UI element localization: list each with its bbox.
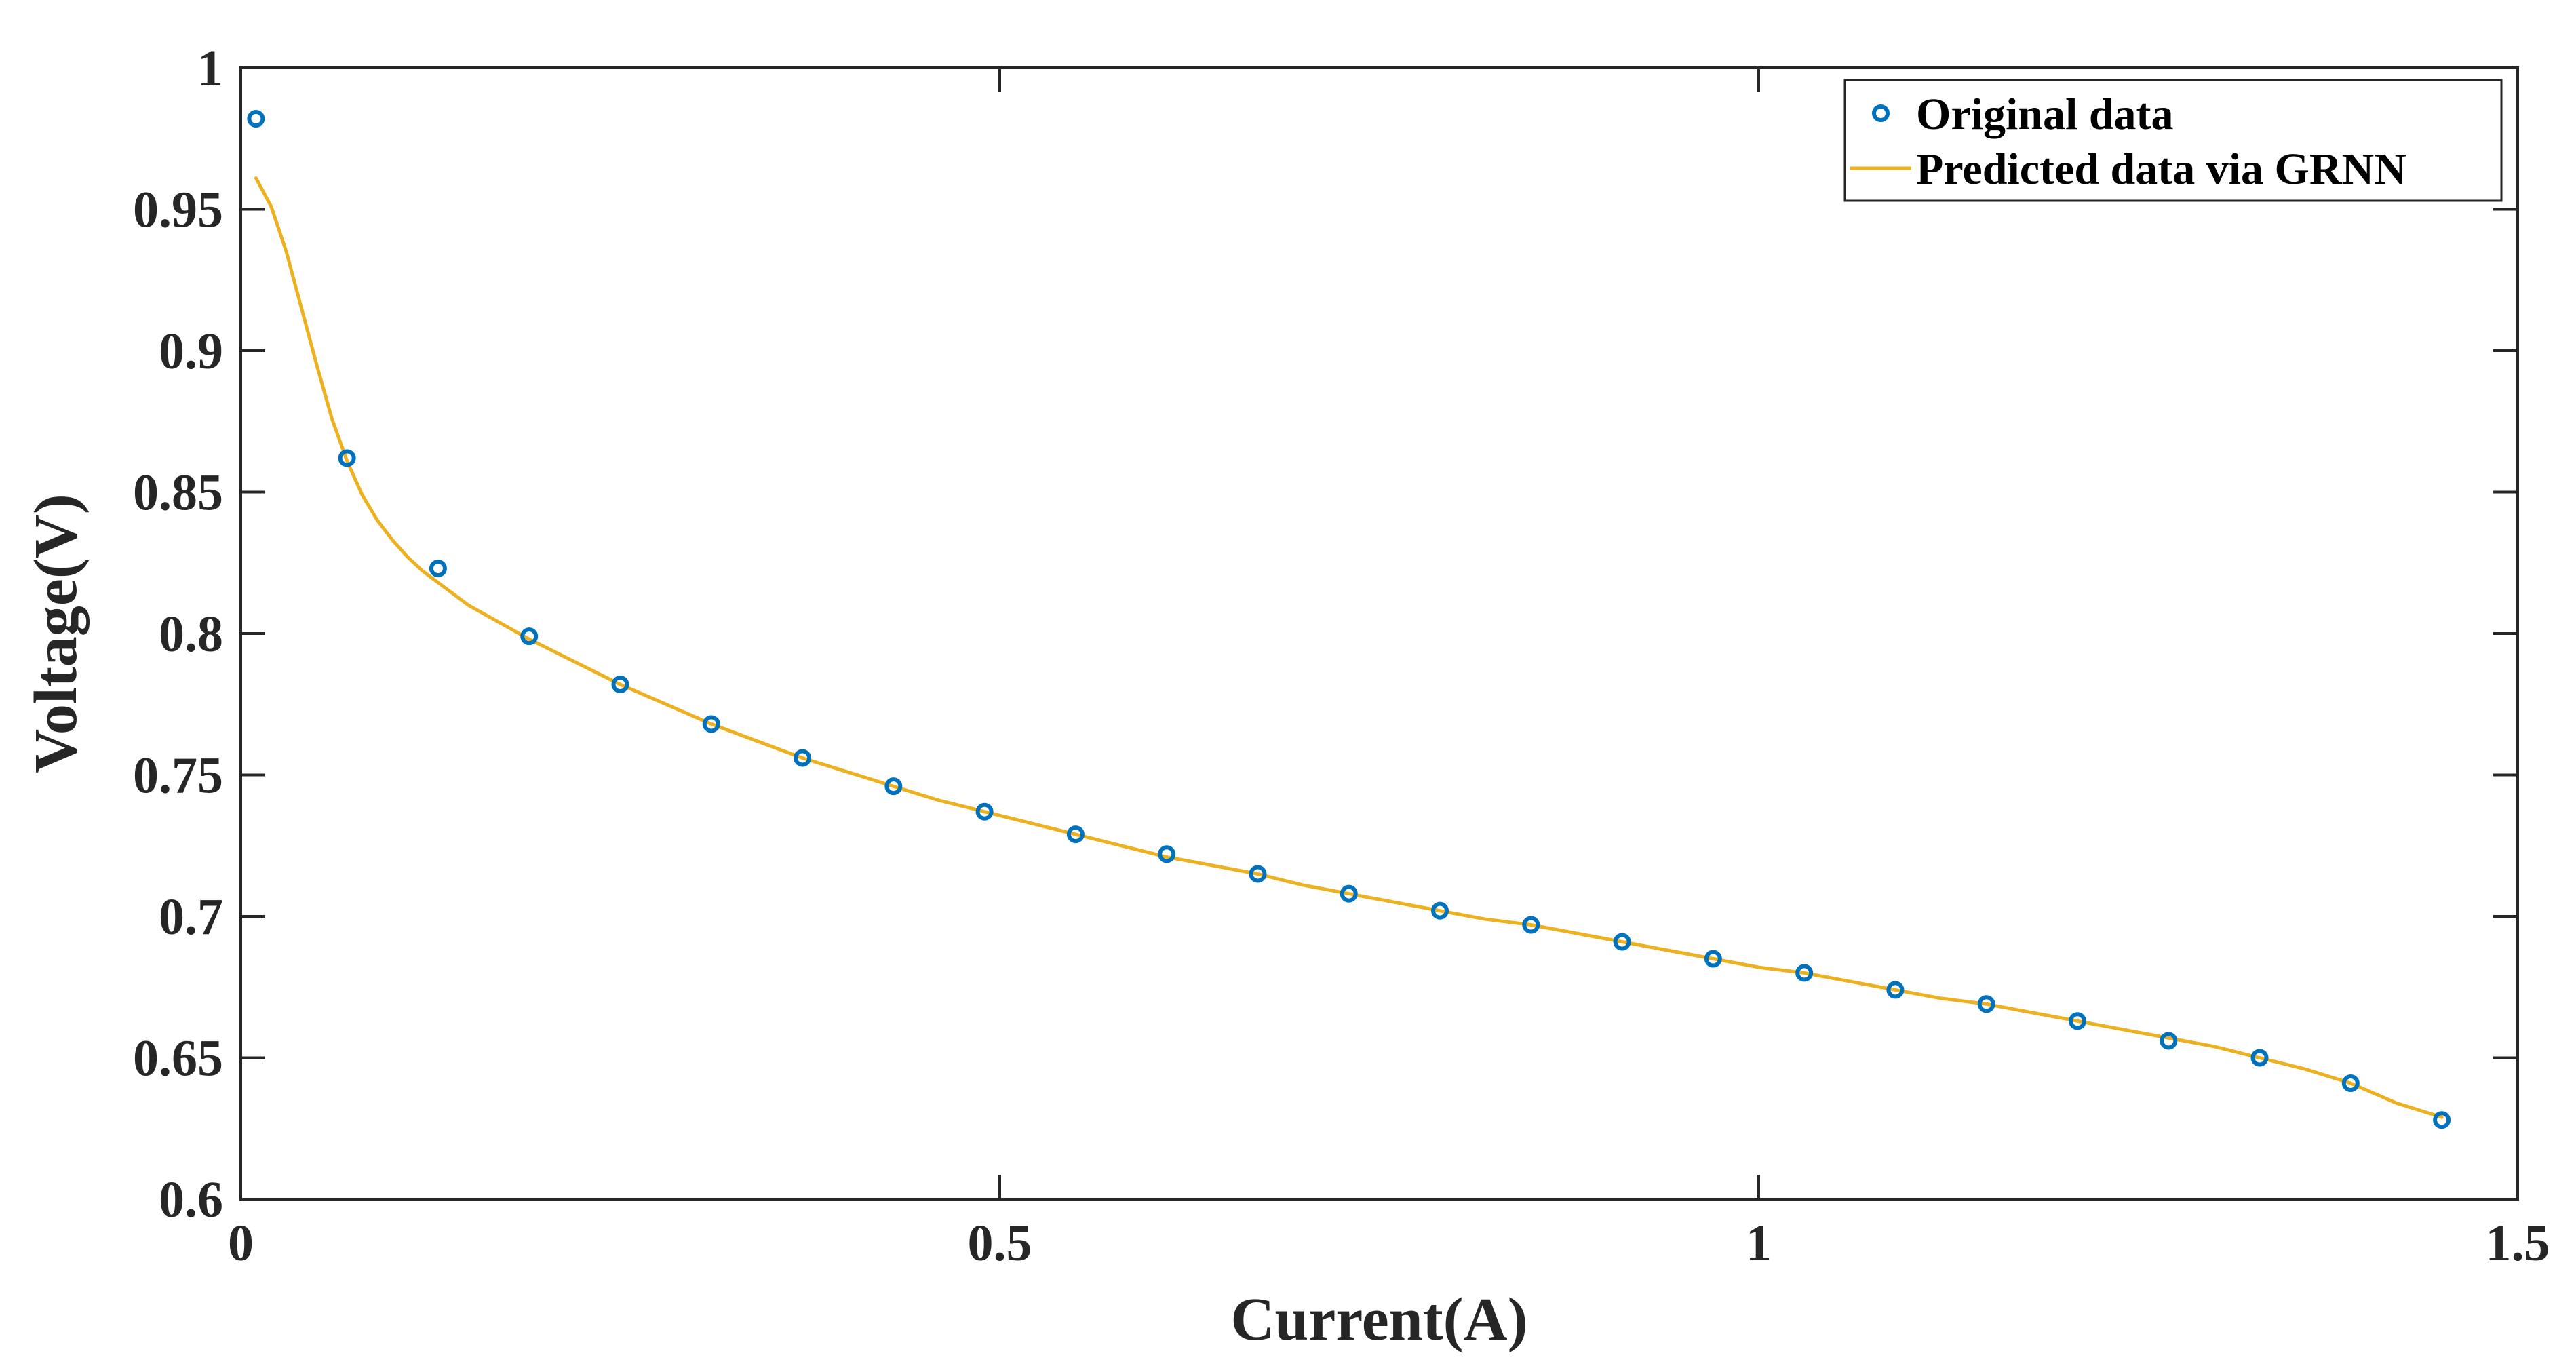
data-point-original (1158, 845, 1176, 863)
y-tick-label: 0.65 (133, 1030, 223, 1087)
x-tick-label: 0 (228, 1215, 254, 1272)
data-point-original (611, 676, 629, 694)
data-point-original (702, 715, 720, 733)
data-point-original (429, 560, 447, 578)
tick-labels: 0 0.5 1 1.5 0.6 0.65 0.7 0.75 0.8 0.85 0.9 0.95 1 (133, 40, 2550, 1272)
x-tick-label: 1.5 (2486, 1215, 2550, 1272)
y-tick-label: 1 (197, 40, 223, 97)
data-point-original (2160, 1032, 2178, 1050)
data-point-original (1795, 964, 1814, 982)
data-point-original (2250, 1049, 2269, 1067)
legend-marker-original-data (1872, 104, 1890, 122)
x-axis-label: Current(A) (1230, 1286, 1527, 1353)
data-point-original (520, 627, 539, 646)
series-layer (247, 110, 2451, 1129)
y-tick-label: 0.6 (159, 1171, 223, 1228)
y-tick-label: 0.7 (159, 889, 223, 946)
data-point-original (1249, 865, 1267, 883)
y-tick-label: 0.75 (133, 747, 223, 804)
data-point-original (2433, 1111, 2451, 1129)
data-point-original (1977, 995, 1995, 1013)
legend-label-original-data: Original data (1916, 90, 2174, 139)
axis-ticks (239, 66, 2519, 1201)
y-tick-label: 0.85 (133, 465, 223, 522)
plot-area (239, 66, 2519, 1201)
data-point-original (247, 110, 265, 128)
data-point-original (338, 449, 356, 467)
data-point-original (1613, 933, 1631, 951)
legend: Original data Predicted data via GRNN (1843, 79, 2503, 202)
x-tick-label: 0.5 (968, 1215, 1032, 1272)
data-point-original (2068, 1012, 2086, 1030)
data-point-original (975, 802, 994, 821)
y-tick-label: 0.8 (159, 606, 223, 663)
data-point-original (1066, 825, 1085, 844)
x-tick-label: 1 (1746, 1215, 1772, 1272)
y-axis-label: Voltage(V) (22, 494, 90, 773)
data-point-original (794, 749, 812, 767)
series-line-predicted-data (254, 176, 2444, 1119)
data-point-original (1886, 981, 1905, 999)
data-point-original (1340, 884, 1358, 903)
legend-box (1843, 79, 2503, 202)
data-point-original (2341, 1074, 2360, 1093)
y-tick-label: 0.9 (159, 323, 223, 380)
y-tick-label: 0.95 (133, 182, 223, 239)
legend-label-predicted-data: Predicted data via GRNN (1916, 144, 2406, 194)
data-point-original (1704, 950, 1722, 968)
data-point-original (1522, 916, 1540, 934)
data-point-original (884, 777, 903, 796)
data-point-original (1431, 901, 1449, 920)
